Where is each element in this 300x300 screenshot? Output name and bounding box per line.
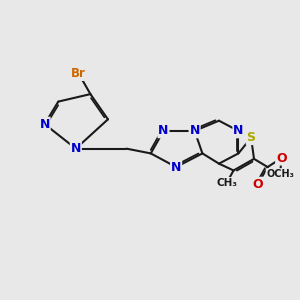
Text: N: N: [233, 124, 244, 137]
Text: N: N: [40, 118, 50, 130]
Text: OCH₃: OCH₃: [266, 169, 294, 179]
Text: S: S: [247, 131, 256, 144]
Text: O: O: [253, 178, 263, 190]
Text: Br: Br: [71, 67, 86, 80]
Text: N: N: [171, 160, 181, 173]
Text: N: N: [189, 124, 200, 137]
Text: N: N: [70, 142, 81, 155]
Text: N: N: [158, 124, 169, 137]
Text: O: O: [276, 152, 286, 165]
Text: CH₃: CH₃: [216, 178, 237, 188]
